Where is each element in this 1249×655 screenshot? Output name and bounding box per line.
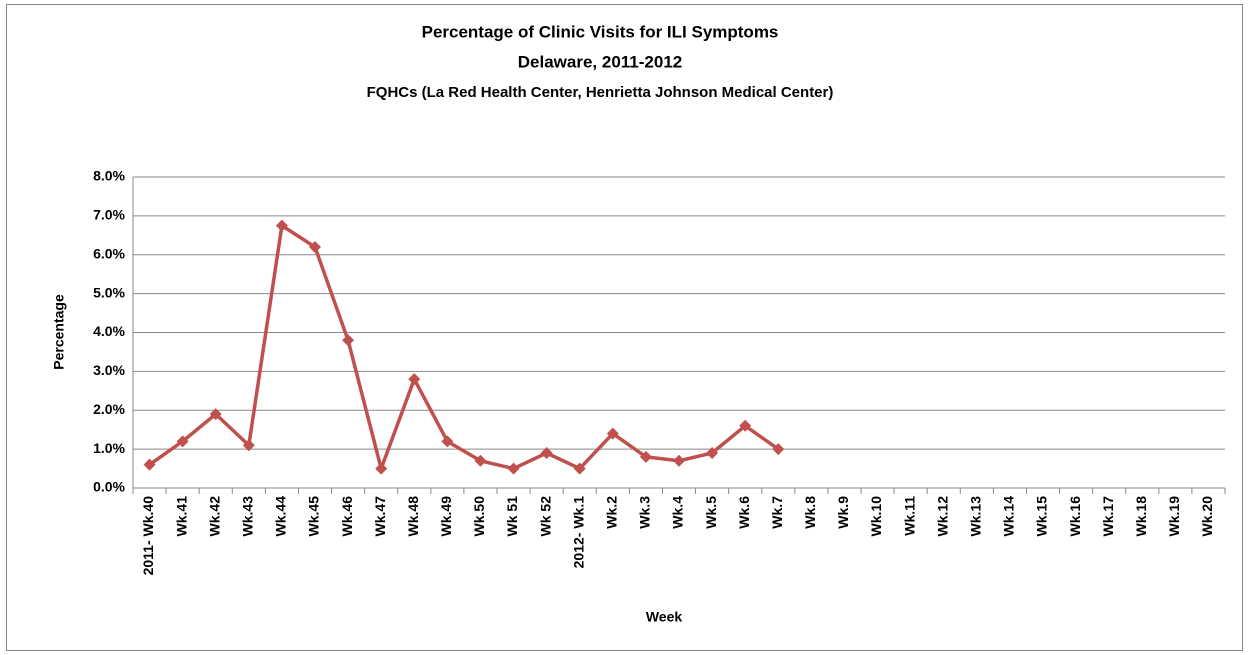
- x-tick-label: 2011- Wk.40: [140, 496, 156, 576]
- chart-title: Percentage of Clinic Visits for ILI Symp…: [422, 22, 779, 41]
- point: [408, 373, 421, 386]
- x-tick-label: Wk.46: [339, 496, 355, 537]
- y-tick-label: 8.0%: [93, 168, 125, 184]
- x-tick-label: Wk.45: [306, 496, 322, 537]
- point: [209, 408, 222, 421]
- x-tick-label: Wk.3: [637, 496, 653, 529]
- point: [772, 443, 785, 456]
- y-tick-label: 5.0%: [93, 284, 125, 300]
- point: [309, 240, 321, 253]
- point: [242, 439, 255, 452]
- point: [639, 450, 652, 463]
- x-tick-label: Wk.42: [206, 496, 222, 537]
- x-tick-label: Wk.15: [1034, 496, 1050, 537]
- y-tick-label: 0.0%: [93, 479, 125, 495]
- x-tick-label: Wk.18: [1133, 496, 1149, 537]
- x-tick-label: Wk.19: [1166, 496, 1182, 537]
- x-tick-label: Wk.7: [769, 496, 785, 529]
- point: [441, 435, 454, 448]
- x-tick-label: Wk.14: [1001, 496, 1017, 537]
- point: [673, 454, 685, 467]
- x-axis-label: Week: [646, 609, 683, 625]
- y-tick-label: 2.0%: [93, 401, 125, 417]
- x-tick-label: Wk.4: [670, 496, 686, 529]
- x-tick-label: Wk.17: [1100, 496, 1116, 537]
- x-tick-label: Wk.13: [968, 496, 984, 537]
- y-tick-label: 3.0%: [93, 362, 125, 378]
- series-line: [148, 223, 780, 471]
- point: [342, 334, 355, 347]
- x-tick-label: Wk.41: [173, 496, 189, 537]
- x-tick-label: Wk.16: [1067, 496, 1083, 537]
- x-tick-label: Wk.49: [438, 496, 454, 537]
- x-tick-label: Wk.50: [471, 496, 487, 537]
- x-tick-label: Wk.11: [901, 496, 917, 536]
- chart-border: [6, 4, 1243, 651]
- x-tick-label: Wk.43: [240, 496, 256, 537]
- x-tick-label: Wk.20: [1199, 496, 1215, 537]
- point: [143, 458, 156, 471]
- x-tick-label: Wk.47: [372, 496, 388, 537]
- x-tick-label: 2012- Wk.1: [570, 496, 586, 569]
- x-tick-label: Wk.2: [604, 496, 620, 529]
- x-tick-label: Wk.8: [802, 496, 818, 529]
- x-tick-label: Wk.9: [835, 496, 851, 529]
- y-tick-label: 7.0%: [93, 207, 125, 223]
- point: [606, 427, 619, 440]
- x-tick-label: Wk.10: [868, 496, 884, 537]
- x-tick-label: Wk.6: [736, 496, 752, 529]
- x-tick-label: Wk.48: [405, 496, 421, 537]
- x-tick-label: Wk 51: [504, 496, 520, 537]
- point: [739, 419, 752, 432]
- point: [706, 447, 719, 460]
- point: [507, 462, 520, 475]
- x-tick-label: Wk.5: [703, 496, 719, 529]
- chart-subtitle: FQHCs (La Red Health Center, Henrietta J…: [367, 84, 834, 101]
- y-tick-label: 6.0%: [93, 245, 125, 261]
- point: [375, 462, 388, 475]
- point: [540, 447, 553, 460]
- chart-subtitle: Delaware, 2011-2012: [518, 52, 682, 71]
- y-tick-label: 4.0%: [93, 323, 125, 339]
- x-tick-label: Wk.44: [273, 496, 289, 537]
- point: [275, 219, 288, 232]
- y-tick-label: 1.0%: [93, 440, 125, 456]
- point: [474, 454, 487, 467]
- point: [176, 435, 189, 448]
- y-axis-label: Percentage: [51, 294, 67, 370]
- point: [573, 462, 586, 475]
- x-tick-label: Wk.12: [934, 496, 950, 537]
- x-tick-label: Wk 52: [537, 496, 553, 537]
